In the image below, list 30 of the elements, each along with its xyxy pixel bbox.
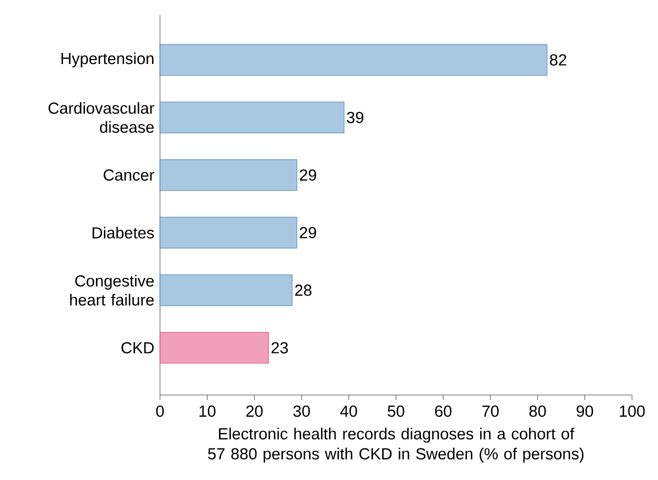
bar — [160, 216, 298, 248]
x-tick-label: 40 — [340, 406, 358, 417]
x-tick-label: 10 — [200, 406, 216, 417]
x-axis-title: Electronic health records diagnoses in a cohort of 57 880 persons with CKD in Sweden (% of persons) — [208, 428, 584, 463]
bar — [160, 274, 292, 306]
y-tick-label: Diabetes — [92, 226, 154, 239]
x-tick-label: 0 — [156, 406, 164, 417]
x-tick-label: 100 — [620, 406, 645, 417]
data-label: 29 — [300, 169, 316, 181]
y-tick-label: Hypertension — [62, 52, 154, 68]
bar — [160, 332, 269, 364]
data-label: 28 — [295, 284, 312, 296]
y-tick-label: Cancer — [104, 169, 154, 181]
data-label: 29 — [300, 226, 316, 238]
x-tick-label: 60 — [435, 406, 452, 417]
x-tick-label: 30 — [293, 406, 310, 417]
bar — [160, 44, 548, 76]
data-label: 82 — [550, 54, 566, 66]
y-tick-label: Congestive heart failure — [70, 274, 154, 306]
x-tick-label: 80 — [529, 406, 546, 417]
data-label: 39 — [346, 112, 364, 124]
bar — [160, 159, 298, 191]
x-tick-label: 50 — [388, 406, 404, 417]
x-tick-label: 90 — [576, 406, 594, 417]
y-tick-label: Cardiovascular disease — [48, 102, 154, 133]
data-label: 23 — [272, 342, 288, 354]
x-tick-label: 70 — [482, 406, 499, 417]
y-tick-label: CKD — [121, 342, 154, 354]
bar — [160, 102, 344, 134]
x-tick-label: 20 — [246, 406, 263, 417]
